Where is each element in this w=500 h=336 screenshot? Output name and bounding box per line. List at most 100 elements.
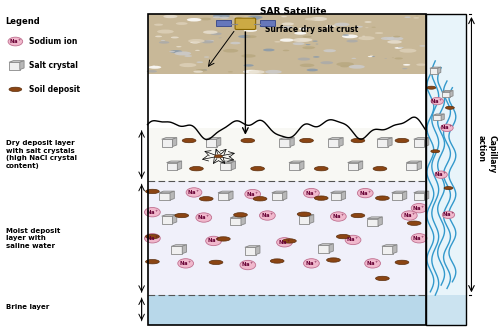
FancyBboxPatch shape (148, 128, 426, 181)
Ellipse shape (427, 86, 436, 89)
Text: Soil deposit: Soil deposit (29, 85, 80, 94)
Ellipse shape (408, 221, 421, 225)
Ellipse shape (174, 51, 191, 55)
Polygon shape (392, 245, 397, 254)
Ellipse shape (381, 37, 394, 40)
Ellipse shape (176, 46, 182, 47)
Ellipse shape (394, 47, 402, 49)
Ellipse shape (244, 29, 257, 32)
FancyBboxPatch shape (148, 181, 426, 295)
Ellipse shape (292, 42, 304, 45)
Ellipse shape (218, 37, 222, 38)
Ellipse shape (282, 23, 294, 26)
Text: Capillary
action: Capillary action (476, 135, 496, 174)
FancyBboxPatch shape (166, 163, 177, 170)
Polygon shape (329, 244, 334, 253)
Ellipse shape (435, 171, 448, 178)
Ellipse shape (200, 197, 213, 201)
Polygon shape (339, 138, 343, 146)
Ellipse shape (395, 260, 409, 264)
FancyBboxPatch shape (206, 139, 216, 146)
FancyBboxPatch shape (162, 216, 172, 223)
Polygon shape (170, 191, 174, 200)
Text: Na$^+$: Na$^+$ (434, 170, 448, 179)
Ellipse shape (441, 124, 453, 131)
Ellipse shape (342, 35, 358, 38)
Ellipse shape (411, 234, 427, 243)
FancyBboxPatch shape (430, 68, 438, 74)
Ellipse shape (306, 69, 318, 71)
Polygon shape (178, 161, 182, 170)
Polygon shape (231, 161, 235, 170)
Polygon shape (450, 90, 453, 97)
FancyBboxPatch shape (377, 139, 388, 146)
Ellipse shape (371, 56, 375, 57)
Polygon shape (310, 215, 314, 223)
FancyBboxPatch shape (392, 193, 402, 200)
Polygon shape (377, 138, 392, 139)
Ellipse shape (302, 46, 315, 49)
Ellipse shape (238, 35, 251, 38)
Text: Na$^+$: Na$^+$ (278, 238, 291, 247)
Ellipse shape (241, 54, 256, 58)
Ellipse shape (245, 190, 260, 199)
FancyBboxPatch shape (426, 295, 466, 325)
Ellipse shape (351, 213, 365, 218)
FancyBboxPatch shape (148, 14, 426, 74)
FancyBboxPatch shape (414, 193, 424, 200)
Ellipse shape (146, 259, 159, 264)
Text: Na$^+$: Na$^+$ (179, 259, 192, 268)
Ellipse shape (245, 35, 256, 38)
Ellipse shape (169, 51, 175, 52)
Ellipse shape (265, 70, 282, 74)
Ellipse shape (263, 49, 274, 51)
Ellipse shape (244, 20, 250, 22)
Ellipse shape (298, 57, 310, 60)
Ellipse shape (414, 17, 419, 18)
Ellipse shape (306, 44, 310, 45)
Ellipse shape (206, 40, 214, 42)
Ellipse shape (398, 47, 404, 48)
Ellipse shape (148, 66, 162, 69)
Ellipse shape (305, 18, 316, 20)
Polygon shape (358, 161, 362, 170)
Ellipse shape (234, 213, 247, 217)
Text: Na$^+$: Na$^+$ (146, 208, 159, 217)
FancyBboxPatch shape (230, 218, 241, 225)
Ellipse shape (446, 106, 454, 109)
Ellipse shape (154, 24, 163, 26)
Ellipse shape (206, 236, 222, 246)
Ellipse shape (164, 15, 177, 18)
Ellipse shape (220, 17, 229, 19)
Ellipse shape (336, 62, 354, 66)
FancyBboxPatch shape (414, 139, 424, 146)
Polygon shape (367, 217, 382, 218)
Polygon shape (430, 67, 441, 68)
Text: Na$^+$: Na$^+$ (358, 188, 372, 198)
Polygon shape (272, 191, 287, 193)
Ellipse shape (403, 64, 410, 66)
FancyBboxPatch shape (298, 216, 310, 223)
Ellipse shape (392, 57, 394, 58)
Polygon shape (348, 161, 362, 163)
Text: Na$^+$: Na$^+$ (332, 212, 345, 221)
Polygon shape (330, 191, 345, 193)
FancyBboxPatch shape (172, 246, 182, 254)
Ellipse shape (244, 19, 246, 20)
Ellipse shape (368, 56, 372, 57)
Ellipse shape (362, 36, 366, 37)
Ellipse shape (402, 211, 417, 220)
Ellipse shape (228, 71, 233, 73)
Ellipse shape (248, 70, 264, 74)
Ellipse shape (216, 237, 230, 241)
Ellipse shape (302, 36, 312, 38)
Polygon shape (378, 217, 382, 226)
Polygon shape (417, 161, 422, 170)
Text: Na$^+$: Na$^+$ (8, 37, 22, 46)
Ellipse shape (240, 260, 256, 270)
Ellipse shape (270, 259, 284, 263)
Text: Dry deposit layer
with salt crystals
(high NaCl crystal
content): Dry deposit layer with salt crystals (hi… (6, 140, 76, 169)
Polygon shape (382, 245, 397, 246)
Ellipse shape (243, 70, 260, 74)
FancyBboxPatch shape (426, 14, 466, 325)
